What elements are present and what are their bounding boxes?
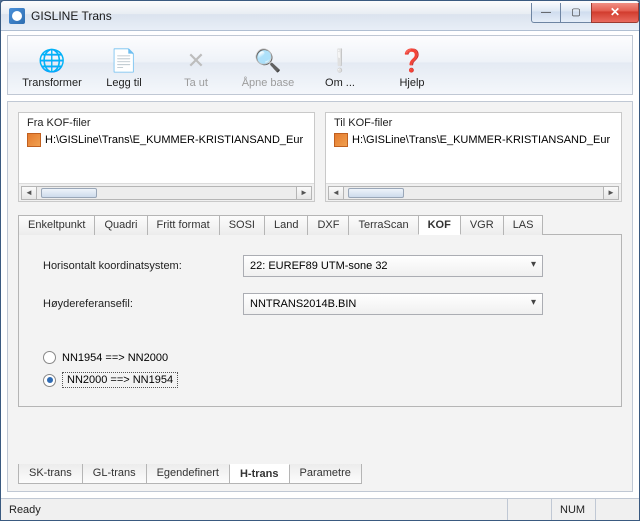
href-row: Høydereferansefil: NNTRANS2014B.BIN — [43, 293, 597, 315]
coord-row: Horisontalt koordinatsystem: 22: EUREF89… — [43, 255, 597, 277]
btab-egendefinert[interactable]: Egendefinert — [146, 464, 230, 484]
app-window: GISLINE Trans — ▢ ✕ 🌐 Transformer 📄 Legg… — [0, 0, 640, 521]
tab-fritt-format[interactable]: Fritt format — [147, 215, 220, 235]
radio-icon — [43, 374, 56, 387]
radio1-label: NN1954 ==> NN2000 — [62, 352, 168, 364]
scroll-left-icon[interactable]: ◄ — [328, 186, 344, 200]
toolbar-leggtil[interactable]: 📄 Legg til — [88, 37, 160, 93]
href-label: Høydereferansefil: — [43, 298, 243, 310]
scroll-right-icon[interactable]: ► — [603, 186, 619, 200]
tab-terrascan[interactable]: TerraScan — [348, 215, 418, 235]
coord-value: 22: EUREF89 UTM-sone 32 — [250, 260, 388, 272]
to-file-group: Til KOF-filer H:\GISLine\Trans\E_KUMMER-… — [325, 112, 622, 202]
radio2-label: NN2000 ==> NN1954 — [62, 372, 178, 388]
tab-enkeltpunkt[interactable]: Enkeltpunkt — [18, 215, 95, 235]
add-file-icon: 📄 — [110, 47, 138, 75]
status-left: Ready — [9, 504, 41, 516]
tab-dxf[interactable]: DXF — [307, 215, 349, 235]
form-panel: Horisontalt koordinatsystem: 22: EUREF89… — [18, 235, 622, 407]
toolbar: 🌐 Transformer 📄 Legg til ✕ Ta ut 🔍 Åpne … — [7, 35, 633, 95]
status-seg-empty — [507, 499, 543, 520]
top-tabs-container: EnkeltpunktQuadriFritt formatSOSILandDXF… — [18, 212, 622, 407]
toolbar-transformer[interactable]: 🌐 Transformer — [16, 37, 88, 93]
coord-label: Horisontalt koordinatsystem: — [43, 260, 243, 272]
top-tabs: EnkeltpunktQuadriFritt formatSOSILandDXF… — [18, 214, 622, 235]
to-label: Til KOF-filer — [326, 113, 621, 131]
btab-gl-trans[interactable]: GL-trans — [82, 464, 147, 484]
btab-sk-trans[interactable]: SK-trans — [18, 464, 83, 484]
toolbar-hjelp[interactable]: ❓ Hjelp — [376, 37, 448, 93]
scroll-left-icon[interactable]: ◄ — [21, 186, 37, 200]
from-scrollbar[interactable]: ◄ ► — [19, 183, 314, 201]
tab-las[interactable]: LAS — [503, 215, 544, 235]
radio-nn2000-nn1954[interactable]: NN2000 ==> NN1954 — [43, 372, 597, 388]
bottom-tabs: SK-transGL-transEgendefinertH-transParam… — [18, 464, 361, 485]
tab-vgr[interactable]: VGR — [460, 215, 504, 235]
from-file-group: Fra KOF-filer H:\GISLine\Trans\E_KUMMER-… — [18, 112, 315, 202]
window-buttons: — ▢ ✕ — [531, 3, 639, 23]
statusbar: Ready NUM — [1, 498, 639, 520]
coord-combo[interactable]: 22: EUREF89 UTM-sone 32 — [243, 255, 543, 277]
file-icon — [27, 133, 41, 147]
tab-sosi[interactable]: SOSI — [219, 215, 265, 235]
btab-h-trans[interactable]: H-trans — [229, 464, 290, 484]
tab-kof[interactable]: KOF — [418, 215, 461, 235]
remove-icon: ✕ — [182, 47, 210, 75]
scroll-track[interactable] — [344, 186, 603, 200]
minimize-button[interactable]: — — [531, 3, 561, 23]
toolbar-label: Om ... — [325, 77, 355, 89]
file-row: Fra KOF-filer H:\GISLine\Trans\E_KUMMER-… — [18, 112, 622, 202]
maximize-button[interactable]: ▢ — [561, 3, 591, 23]
content-panel: Fra KOF-filer H:\GISLine\Trans\E_KUMMER-… — [7, 101, 633, 492]
href-combo[interactable]: NNTRANS2014B.BIN — [243, 293, 543, 315]
from-path-row[interactable]: H:\GISLine\Trans\E_KUMMER-KRISTIANSAND_E… — [19, 131, 314, 149]
app-icon — [9, 8, 25, 24]
to-path-row[interactable]: H:\GISLine\Trans\E_KUMMER-KRISTIANSAND_E… — [326, 131, 621, 149]
magnifier-icon: 🔍 — [254, 47, 282, 75]
scroll-thumb[interactable] — [41, 188, 97, 198]
toolbar-label: Legg til — [106, 77, 141, 89]
radio-nn1954-nn2000[interactable]: NN1954 ==> NN2000 — [43, 351, 597, 364]
status-seg-empty2 — [595, 499, 631, 520]
from-label: Fra KOF-filer — [19, 113, 314, 131]
toolbar-apnebase: 🔍 Åpne base — [232, 37, 304, 93]
scroll-thumb[interactable] — [348, 188, 404, 198]
tab-land[interactable]: Land — [264, 215, 308, 235]
from-path: H:\GISLine\Trans\E_KUMMER-KRISTIANSAND_E… — [45, 134, 303, 146]
help-icon: ❓ — [398, 47, 426, 75]
tab-quadri[interactable]: Quadri — [94, 215, 147, 235]
info-icon: ❕ — [326, 47, 354, 75]
toolbar-label: Transformer — [22, 77, 82, 89]
btab-parametre[interactable]: Parametre — [289, 464, 362, 484]
toolbar-om[interactable]: ❕ Om ... — [304, 37, 376, 93]
file-icon — [334, 133, 348, 147]
globe-icon: 🌐 — [38, 47, 66, 75]
href-value: NNTRANS2014B.BIN — [250, 298, 356, 310]
scroll-right-icon[interactable]: ► — [296, 186, 312, 200]
to-path: H:\GISLine\Trans\E_KUMMER-KRISTIANSAND_E… — [352, 134, 610, 146]
toolbar-taut: ✕ Ta ut — [160, 37, 232, 93]
close-button[interactable]: ✕ — [591, 3, 639, 23]
scroll-track[interactable] — [37, 186, 296, 200]
toolbar-label: Ta ut — [184, 77, 208, 89]
toolbar-label: Åpne base — [242, 77, 295, 89]
to-scrollbar[interactable]: ◄ ► — [326, 183, 621, 201]
window-title: GISLINE Trans — [31, 9, 531, 23]
status-num: NUM — [551, 499, 587, 520]
titlebar[interactable]: GISLINE Trans — ▢ ✕ — [1, 1, 639, 31]
radio-icon — [43, 351, 56, 364]
toolbar-label: Hjelp — [399, 77, 424, 89]
